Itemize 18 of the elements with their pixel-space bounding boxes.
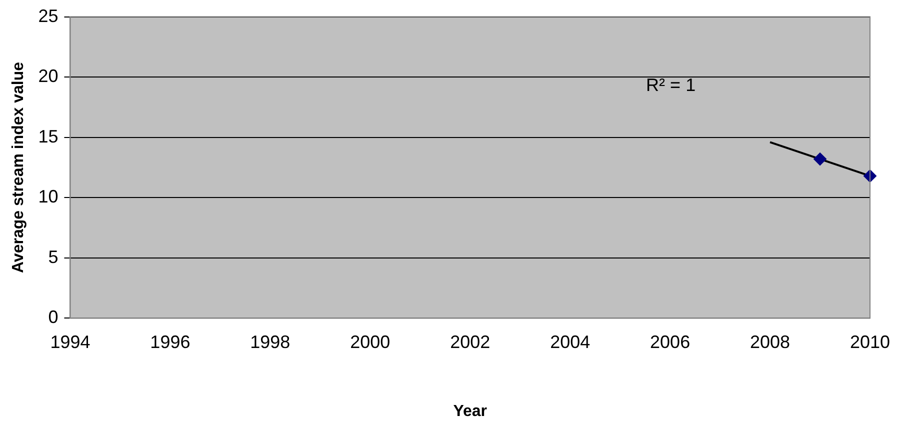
x-tick-label: 2006 [650, 332, 690, 352]
y-tick-label: 15 [38, 126, 58, 146]
x-tick-label: 1998 [250, 332, 290, 352]
x-tick-label: 2004 [550, 332, 590, 352]
x-axis-title: Year [453, 402, 488, 420]
x-tick-label: 2002 [450, 332, 490, 352]
annotation: R² = 1 [646, 75, 696, 96]
y-tick-label: 10 [38, 186, 58, 207]
y-axis-title: Average stream index value [10, 62, 28, 274]
x-tick-label: 2010 [850, 332, 890, 352]
x-tick-label: 2000 [350, 332, 390, 352]
y-tick-label: 25 [38, 6, 58, 26]
x-tick-label: 2008 [750, 332, 790, 352]
y-tick-label: 20 [38, 66, 58, 86]
y-tick-label: 0 [48, 307, 58, 328]
x-tick-label: 1996 [150, 332, 190, 352]
y-tick-label: 5 [48, 246, 58, 267]
x-tick-label: 1994 [50, 332, 90, 352]
